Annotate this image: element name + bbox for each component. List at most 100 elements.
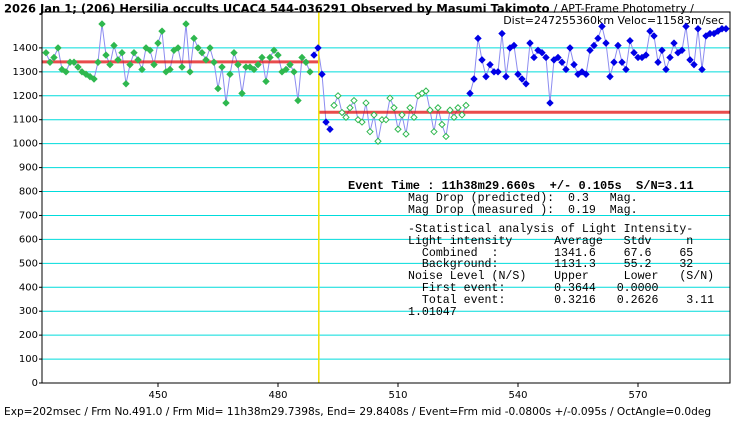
data-point: [158, 27, 166, 35]
data-point: [338, 108, 346, 117]
annotation: Background: 1131.3 55.2 32: [408, 258, 693, 271]
y-tick-label: 1400: [13, 43, 38, 54]
data-point: [582, 70, 590, 78]
data-point: [330, 101, 338, 110]
data-point: [238, 89, 246, 98]
data-point: [122, 80, 130, 88]
data-point: [566, 44, 574, 52]
data-point: [218, 63, 226, 71]
data-point: [682, 22, 690, 31]
data-point: [358, 118, 366, 126]
data-point: [298, 53, 306, 62]
y-tick-label: 1000: [13, 139, 38, 150]
data-point: [646, 27, 654, 35]
data-point: [46, 58, 54, 66]
data-point: [386, 94, 394, 102]
data-point: [642, 51, 650, 59]
data-point: [678, 46, 686, 55]
annotation: Combined : 1341.6 67.6 65: [408, 247, 693, 260]
data-point: [270, 46, 278, 55]
data-point: [658, 46, 666, 55]
data-point: [474, 34, 482, 43]
data-point: [282, 65, 290, 74]
data-point: [374, 137, 382, 145]
data-point: [446, 106, 454, 114]
data-point: [670, 39, 678, 47]
data-point: [50, 53, 58, 62]
data-point: [590, 41, 598, 50]
data-point: [118, 48, 126, 57]
data-point: [178, 63, 186, 71]
data-point: [370, 111, 378, 119]
data-point: [98, 20, 106, 28]
data-point: [314, 44, 322, 52]
y-tick-label: 300: [19, 306, 38, 317]
data-point: [206, 44, 214, 52]
data-point: [110, 41, 118, 50]
data-point: [430, 127, 438, 136]
data-point: [462, 101, 470, 110]
data-point: [210, 58, 218, 66]
data-point: [318, 70, 326, 78]
x-tick-label: 480: [268, 390, 287, 401]
annotation: -Statistical analysis of Light Intensity…: [408, 223, 693, 236]
data-point: [486, 60, 494, 69]
data-point: [398, 111, 406, 119]
data-point: [662, 65, 670, 74]
data-point: [594, 34, 602, 43]
data-point: [570, 60, 578, 69]
data-point: [150, 60, 158, 69]
data-point: [114, 56, 122, 64]
data-point: [722, 25, 730, 33]
data-point: [230, 48, 238, 57]
data-point: [526, 39, 534, 47]
data-point: [698, 65, 706, 74]
y-tick-label: 1300: [13, 67, 38, 78]
data-point: [102, 51, 110, 59]
data-point: [190, 34, 198, 43]
data-point: [622, 65, 630, 74]
data-point: [54, 44, 62, 52]
footer: Exp=202msec / Frm No.491.0 / Frm Mid= 11…: [4, 406, 711, 418]
data-point: [542, 53, 550, 62]
data-point: [134, 56, 142, 64]
data-point: [502, 72, 510, 81]
data-point: [554, 53, 562, 62]
data-point: [610, 58, 618, 66]
annotation: First event: 0.3644 0.0000: [408, 282, 659, 295]
data-point: [558, 58, 566, 66]
data-point: [482, 72, 490, 81]
y-tick-label: 400: [19, 282, 38, 293]
annotation: Mag Drop (predicted): 0.3 Mag.: [408, 192, 638, 205]
data-point: [222, 99, 230, 107]
data-point: [510, 41, 518, 50]
data-point: [322, 118, 330, 126]
data-point: [406, 104, 414, 112]
data-point: [130, 48, 138, 57]
data-point: [606, 72, 614, 81]
data-point: [126, 60, 134, 69]
x-tick-label: 540: [508, 390, 527, 401]
y-tick-label: 100: [19, 354, 38, 365]
data-point: [174, 44, 182, 52]
data-point: [426, 106, 434, 114]
data-point: [466, 89, 474, 98]
annotation: Total event: 0.3216 0.2626 3.11: [408, 294, 714, 307]
y-tick-label: 200: [19, 330, 38, 341]
data-point: [422, 87, 430, 95]
data-point: [334, 92, 342, 100]
data-point: [478, 56, 486, 64]
data-point: [494, 68, 502, 76]
data-point: [382, 116, 390, 124]
data-point: [686, 56, 694, 64]
data-point: [274, 51, 282, 59]
data-point: [458, 111, 466, 119]
data-point: [366, 127, 374, 136]
data-point: [42, 48, 50, 57]
data-point: [602, 39, 610, 47]
data-point: [258, 53, 266, 62]
data-point: [450, 113, 458, 122]
data-point: [202, 56, 210, 64]
data-point: [290, 68, 298, 76]
chart-title: 2026 Jan 1; (206) Hersilia occults UCAC4…: [4, 2, 550, 16]
